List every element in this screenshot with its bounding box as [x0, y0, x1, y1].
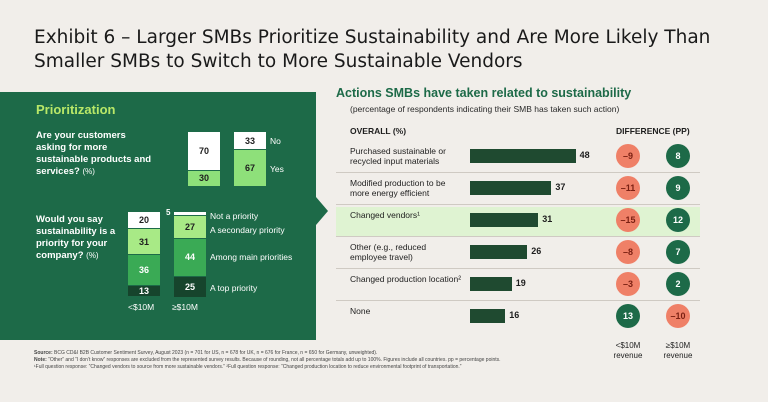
category-label: Other (e.g., reduced employee travel)	[350, 242, 427, 262]
stack-segment: 13	[128, 285, 160, 296]
actions-chart-title: Actions SMBs have taken related to susta…	[336, 86, 632, 100]
diff-col-small-label: <$10M revenue	[613, 341, 643, 360]
question-priority-text: Would you say sustainability is a priori…	[36, 214, 116, 261]
exhibit-title: Exhibit 6 – Larger SMBs Prioritize Susta…	[34, 27, 711, 72]
question-priority: Would you say sustainability is a priori…	[36, 214, 126, 262]
footnotes: Source: BCG CD&I B2B Customer Sentiment …	[34, 350, 734, 371]
question-customers-note: (%)	[82, 167, 95, 176]
bar	[470, 277, 512, 291]
prioritization-heading: Prioritization	[36, 102, 116, 117]
legend-top-priority: A top priority	[210, 283, 258, 293]
bar-value: 48	[579, 150, 590, 160]
legend-secondary-priority: A secondary priority	[210, 225, 285, 235]
stack-segment: 44	[174, 239, 206, 276]
legend-main-priorities: Among main priorities	[210, 252, 293, 262]
stack-segment-label: 5	[166, 208, 171, 217]
diff-col-large-label: ≥$10M revenue	[663, 341, 693, 360]
difference-circle: –11	[616, 176, 640, 200]
overall-header: OVERALL (%)	[350, 126, 407, 136]
difference-circle: –15	[616, 208, 640, 232]
stack-segment: 70	[188, 132, 220, 170]
row-divider	[336, 172, 700, 173]
category-label: Purchased sustainable or recycled input …	[350, 146, 446, 166]
stack-segment: 25	[174, 276, 206, 297]
bar	[470, 309, 506, 323]
bar	[470, 181, 552, 195]
footnote-line: ¹Full question response: “Changed vendor…	[34, 364, 462, 370]
bar-value: 26	[531, 246, 542, 256]
legend-yes: Yes	[270, 164, 284, 174]
bar-value: 16	[509, 310, 520, 320]
axis-label-large: ≥$10M	[172, 302, 198, 312]
legend-no: No	[270, 136, 281, 146]
bar-value: 31	[542, 214, 553, 224]
bar-value: 37	[555, 182, 566, 192]
question-customers: Are your customers asking for more susta…	[36, 130, 156, 178]
axis-label-small: <$10M	[128, 302, 155, 312]
bar-value: 19	[515, 278, 526, 288]
category-label: None	[350, 306, 371, 316]
panel-arrow	[316, 197, 328, 225]
difference-circle: 12	[666, 208, 690, 232]
category-label: Modified production to be more energy ef…	[350, 178, 446, 198]
difference-circle: –8	[616, 240, 640, 264]
stack-segment: 36	[128, 255, 160, 285]
stack-segment: 33	[234, 132, 266, 150]
bar	[470, 149, 576, 163]
bar	[470, 245, 528, 259]
difference-circle: –3	[616, 272, 640, 296]
difference-circle: 8	[666, 144, 690, 168]
difference-circle: 7	[666, 240, 690, 264]
row-divider	[336, 268, 700, 269]
actions-chart-subtitle: (percentage of respondents indicating th…	[350, 104, 620, 114]
difference-circle: 13	[616, 304, 640, 328]
stack-segment	[174, 212, 206, 216]
legend-not-a-priority: Not a priority	[210, 211, 259, 221]
difference-circle: –9	[616, 144, 640, 168]
bar	[470, 213, 539, 227]
stack-segment: 20	[128, 212, 160, 228]
category-label: Changed production location²	[350, 274, 462, 284]
stack-segment: 67	[234, 150, 266, 186]
stack-segment: 31	[128, 229, 160, 255]
difference-circle: –10	[666, 304, 690, 328]
row-divider	[336, 204, 700, 205]
row-divider	[336, 236, 700, 237]
note-line: Note: “Other” and “I don’t know” respons…	[34, 357, 501, 363]
source-line: Source: BCG CD&I B2B Customer Sentiment …	[34, 350, 378, 356]
question-customers-text: Are your customers asking for more susta…	[36, 130, 152, 177]
row-divider	[336, 300, 700, 301]
category-label: Changed vendors¹	[350, 210, 420, 220]
question-priority-note: (%)	[86, 251, 99, 260]
difference-circle: 9	[666, 176, 690, 200]
difference-circle: 2	[666, 272, 690, 296]
stack-segment: 30	[188, 170, 220, 186]
difference-header: DIFFERENCE (PP)	[616, 126, 690, 136]
stack-segment: 27	[174, 216, 206, 239]
